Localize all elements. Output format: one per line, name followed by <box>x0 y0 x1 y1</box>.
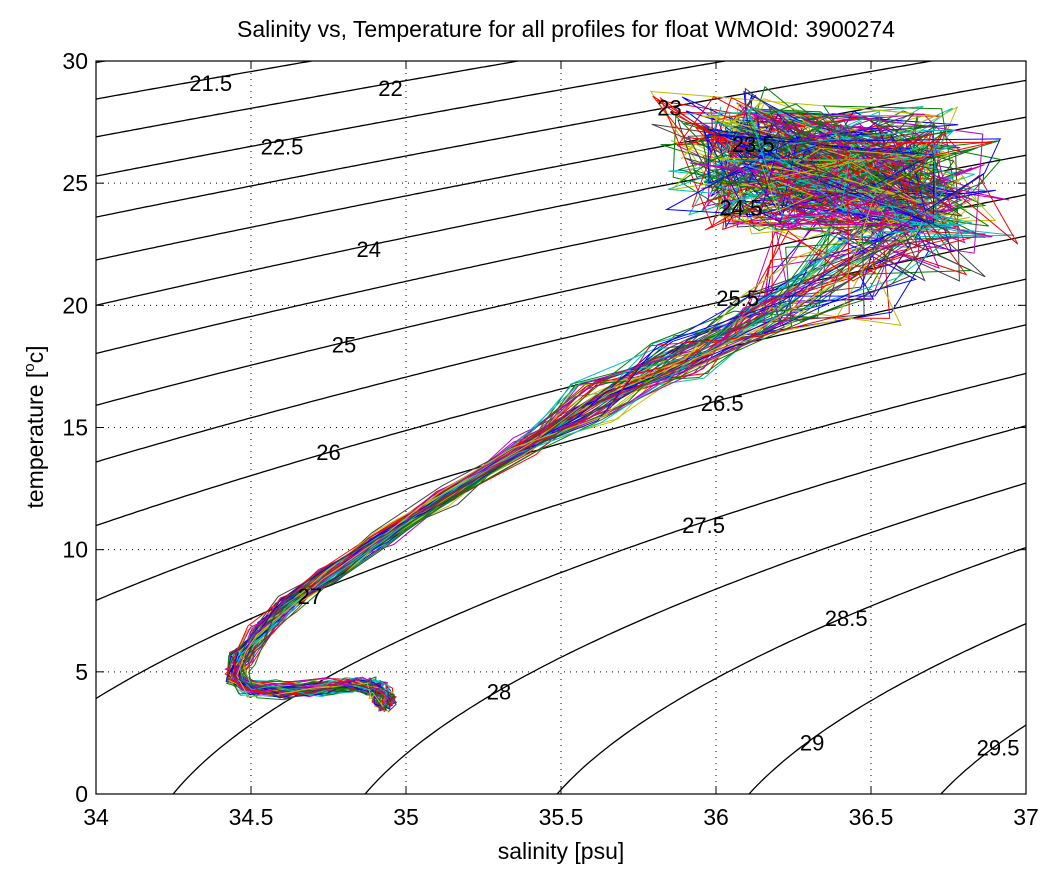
contour-label: 22 <box>378 76 402 101</box>
contour-label: 24.5 <box>719 196 762 221</box>
contour-label: 26.5 <box>701 391 744 416</box>
density-contour <box>96 372 1026 700</box>
y-tick-label: 10 <box>62 537 88 563</box>
contour-label: 29.5 <box>977 736 1020 761</box>
contour-label: 23.5 <box>732 132 775 157</box>
y-tick-label: 30 <box>62 48 88 74</box>
axis-ticks: 34 34.5 35 35.5 36 36.5 37 0 5 10 15 20 25 30 <box>62 48 1038 830</box>
contour-label: 22.5 <box>261 135 304 160</box>
contour-label: 24 <box>357 237 381 262</box>
density-contour <box>940 724 1026 794</box>
profile-line <box>238 105 986 709</box>
contour-label: 23 <box>657 95 681 120</box>
contour-label: 27.5 <box>682 513 725 538</box>
y-tick-label: 25 <box>62 170 88 196</box>
density-contour <box>96 324 1026 602</box>
density-contour <box>364 482 1026 794</box>
x-tick-label: 35.5 <box>539 804 584 830</box>
contour-label: 25.5 <box>716 286 759 311</box>
y-axis-label: temperature [oc] <box>21 345 48 508</box>
density-contour <box>96 79 1026 261</box>
density-contour <box>556 546 1026 794</box>
contour-label: 29 <box>800 731 824 756</box>
y-tick-label: 0 <box>75 781 88 807</box>
contour-label: 28.5 <box>825 606 868 631</box>
x-tick-label: 35 <box>393 804 419 830</box>
y-tick-label: 20 <box>62 292 88 318</box>
chart-title: Salinity vs, Temperature for all profile… <box>237 16 895 42</box>
y-axis-label-sup: o <box>21 363 38 371</box>
x-tick-label: 34.5 <box>229 804 274 830</box>
x-axis-label: salinity [psu] <box>498 838 625 864</box>
density-contour <box>96 61 316 100</box>
profile-lines <box>224 85 1019 713</box>
density-contour <box>96 61 729 177</box>
x-tick-label: 36.5 <box>849 804 894 830</box>
x-tick-label: 36 <box>703 804 729 830</box>
density-contour <box>96 61 936 218</box>
contour-label: 27 <box>298 584 322 609</box>
contour-label: 26 <box>316 440 340 465</box>
x-tick-label: 34 <box>83 804 109 830</box>
y-axis-label-tail: c] <box>22 345 48 363</box>
density-contour <box>748 622 1026 794</box>
y-tick-label: 5 <box>75 659 88 685</box>
contour-label: 25 <box>332 332 356 357</box>
contour-label: 21.5 <box>189 71 232 96</box>
contour-labels: 21.5 22 22.5 23 23.5 24 24.5 25 25.5 26 26.5 27 27.5… <box>189 71 1019 761</box>
profile-line <box>236 147 918 708</box>
y-tick-label: 15 <box>62 415 88 441</box>
density-contour <box>96 278 1026 527</box>
y-axis-label-main: temperature [ <box>22 371 48 508</box>
contour-label: 28 <box>487 679 511 704</box>
x-tick-label: 37 <box>1013 804 1039 830</box>
density-contour <box>96 61 523 138</box>
